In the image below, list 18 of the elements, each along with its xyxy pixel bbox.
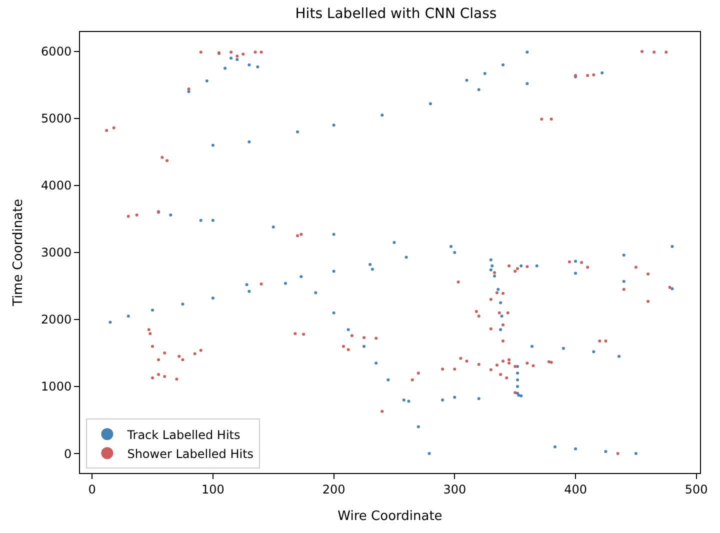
x-tick-label: 200	[322, 482, 346, 496]
y-tick-label: 6000	[41, 44, 72, 59]
x-tick-label: 100	[201, 482, 224, 496]
y-tick-label: 2000	[41, 312, 72, 327]
y-tick-label: 3000	[41, 246, 72, 260]
y-tick-label: 0	[64, 446, 72, 461]
x-tick-label: 500	[684, 482, 708, 496]
legend-label: Track Labelled Hits	[126, 428, 240, 442]
x-axis-title: Wire Coordinate	[338, 509, 442, 524]
y-tick-label: 5000	[41, 112, 72, 126]
chart-title: Hits Labelled with CNN Class	[295, 6, 497, 22]
y-axis-title: Time Coordinate	[11, 198, 26, 308]
x-tick-label: 300	[443, 482, 466, 496]
x-tick-label: 400	[564, 482, 587, 496]
y-tick-label: 1000	[41, 380, 72, 394]
y-tick-label: 4000	[41, 178, 72, 193]
x-tick-label: 0	[88, 482, 96, 496]
legend-label: Shower Labelled Hits	[127, 446, 254, 461]
